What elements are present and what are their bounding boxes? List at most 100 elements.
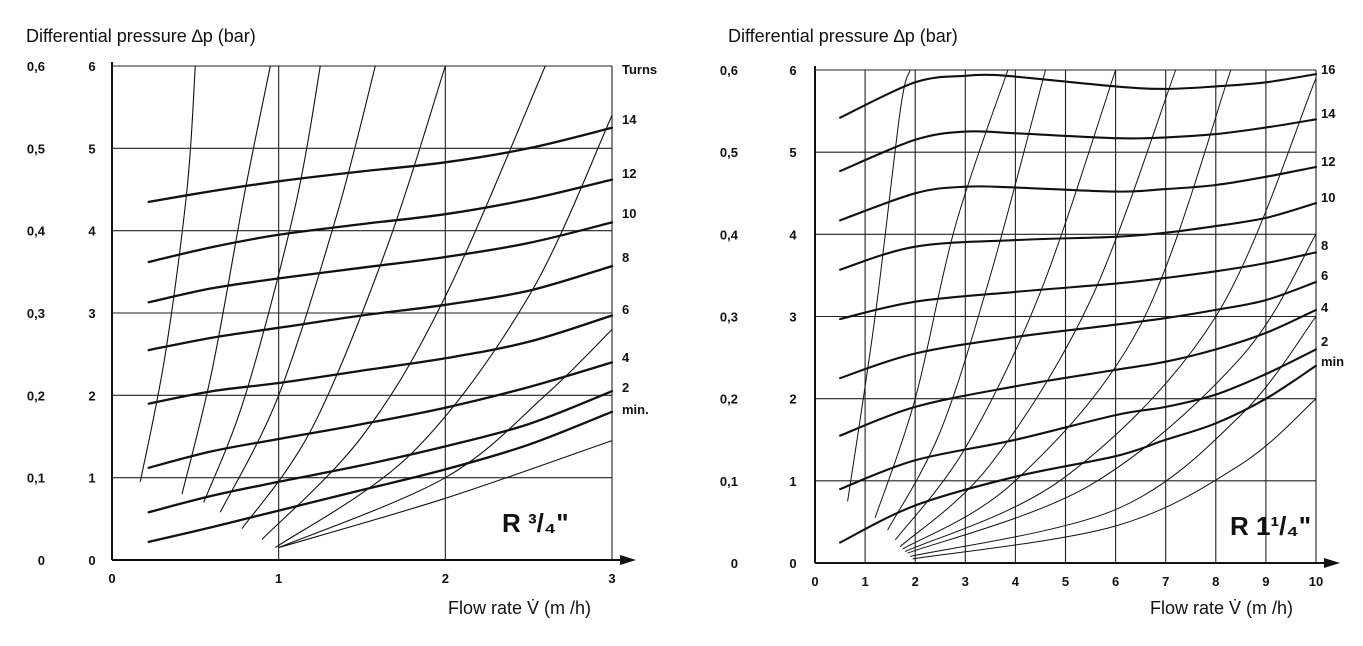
x-tick-label: 0 xyxy=(811,574,818,589)
y-tick-label-inner: 4 xyxy=(789,227,797,242)
series-curve-10 xyxy=(839,202,1318,271)
x-tick-label: 3 xyxy=(608,571,615,586)
y-tick-label-inner: 5 xyxy=(88,141,95,156)
series-curve-2 xyxy=(147,390,614,514)
kvs-curve xyxy=(907,234,1317,554)
chart-panel-r34: Differential pressure ∆p (bar) Flow rate… xyxy=(0,0,680,646)
series-curve-min xyxy=(839,364,1318,544)
x-axis-arrow xyxy=(1324,558,1340,568)
turns-label: 8 xyxy=(622,250,629,265)
turns-label: 10 xyxy=(1321,190,1335,205)
x-tick-label: 3 xyxy=(962,574,969,589)
y-tick-label-outer: 0,1 xyxy=(27,471,45,486)
y-tick-label-outer: 0,4 xyxy=(720,227,739,242)
y-tick-label-outer: 0,5 xyxy=(27,141,45,156)
x-tick-label: 6 xyxy=(1112,574,1119,589)
y-tick-label-outer: 0,2 xyxy=(720,392,738,407)
x-tick-label: 4 xyxy=(1012,574,1020,589)
series-curve-2 xyxy=(839,348,1318,491)
series-curve-4 xyxy=(147,361,614,469)
kvs-curve xyxy=(274,115,613,549)
turns-label: 14 xyxy=(1321,106,1336,121)
turns-label: 12 xyxy=(622,166,636,181)
y-tick-label-inner: 1 xyxy=(88,471,95,486)
series-curve-14 xyxy=(147,126,614,204)
kvs-curve xyxy=(261,65,546,540)
kvs-lines xyxy=(139,65,613,549)
x-tick-label: 10 xyxy=(1309,574,1323,589)
kvs-curve xyxy=(912,398,1317,560)
kvs-curve xyxy=(847,69,911,502)
y-tick-label-inner: 2 xyxy=(789,392,796,407)
series-curve-16 xyxy=(839,73,1318,119)
kvs-curve xyxy=(181,65,271,495)
series-curve-min xyxy=(147,410,614,544)
y-tick-label-inner: 5 xyxy=(789,145,796,160)
kvs-curve xyxy=(902,69,1232,550)
x-tick-label: 1 xyxy=(861,574,868,589)
y-tick-label-outer: 0,3 xyxy=(720,310,738,325)
y-tick-label-outer: 0,4 xyxy=(27,224,46,239)
y-tick-label-inner: 0 xyxy=(88,553,95,568)
x-tick-label: 7 xyxy=(1162,574,1169,589)
turns-label: 8 xyxy=(1321,238,1328,253)
kvs-curve xyxy=(278,440,613,549)
model-label: R 1¹/₄" xyxy=(1230,511,1311,541)
x-axis-title: Flow rate V̇ (m /h) xyxy=(448,598,592,618)
series-curve-10 xyxy=(147,221,614,304)
kvs-curve xyxy=(219,65,376,513)
series-curve-8 xyxy=(147,264,614,352)
x-tick-label: 9 xyxy=(1262,574,1269,589)
y-tick-label-inner: 4 xyxy=(88,224,96,239)
y-tick-label-inner: 6 xyxy=(789,63,796,78)
series-curve-6 xyxy=(839,280,1318,380)
x-tick-label: 2 xyxy=(912,574,919,589)
x-tick-label: 8 xyxy=(1212,574,1219,589)
turns-label: min xyxy=(1321,354,1344,369)
turns-label: 6 xyxy=(622,302,629,317)
y-tick-label-inner: 0 xyxy=(789,556,796,571)
y-tick-label-inner: 6 xyxy=(88,59,95,74)
kvs-curve xyxy=(203,65,321,503)
series-lines xyxy=(839,73,1318,544)
y-axis-title: Differential pressure ∆p (bar) xyxy=(728,26,958,46)
turns-label: 12 xyxy=(1321,154,1335,169)
kvs-curve xyxy=(278,329,613,549)
y-tick-label-inner: 3 xyxy=(88,306,95,321)
turns-label: 14 xyxy=(622,112,637,127)
y-axis-title: Differential pressure ∆p (bar) xyxy=(26,26,256,46)
kvs-curve xyxy=(887,69,1046,531)
y-tick-label-inner: 1 xyxy=(789,474,796,489)
y-tick-label-outer: 0,1 xyxy=(720,474,738,489)
y-tick-label-outer: 0 xyxy=(731,556,738,571)
y-tick-label-outer: 0,3 xyxy=(27,306,45,321)
series-curve-12 xyxy=(147,178,614,264)
turns-label: 2 xyxy=(622,380,629,395)
turns-label: min. xyxy=(622,402,649,417)
y-tick-label-outer: 0 xyxy=(38,553,45,568)
series-curve-12 xyxy=(839,165,1318,222)
kvs-curve xyxy=(874,69,1009,518)
kvs-curve xyxy=(894,69,1117,541)
x-tick-label: 2 xyxy=(442,571,449,586)
turns-label: 6 xyxy=(1321,268,1328,283)
turns-label: 4 xyxy=(622,350,630,365)
kvs-curve xyxy=(139,65,196,482)
x-axis-arrow xyxy=(620,555,636,565)
gridlines xyxy=(815,69,1317,563)
x-tick-label: 0 xyxy=(108,571,115,586)
turns-label: 16 xyxy=(1321,62,1335,77)
y-tick-label-outer: 0,2 xyxy=(27,388,45,403)
y-tick-label-inner: 3 xyxy=(789,310,796,325)
x-tick-label: 1 xyxy=(275,571,282,586)
x-axis-title: Flow rate V̇ (m /h) xyxy=(1150,598,1294,618)
y-tick-label-outer: 0,5 xyxy=(720,145,738,160)
model-label: R ³/₄" xyxy=(502,508,569,538)
kvs-lines xyxy=(847,69,1317,560)
chart-panel-r114: Differential pressure ∆p (bar) Flow rate… xyxy=(690,0,1363,646)
series-lines xyxy=(147,126,614,544)
turns-label: 4 xyxy=(1321,300,1329,315)
series-curve-14 xyxy=(839,118,1318,173)
kvs-curve xyxy=(899,69,1177,547)
